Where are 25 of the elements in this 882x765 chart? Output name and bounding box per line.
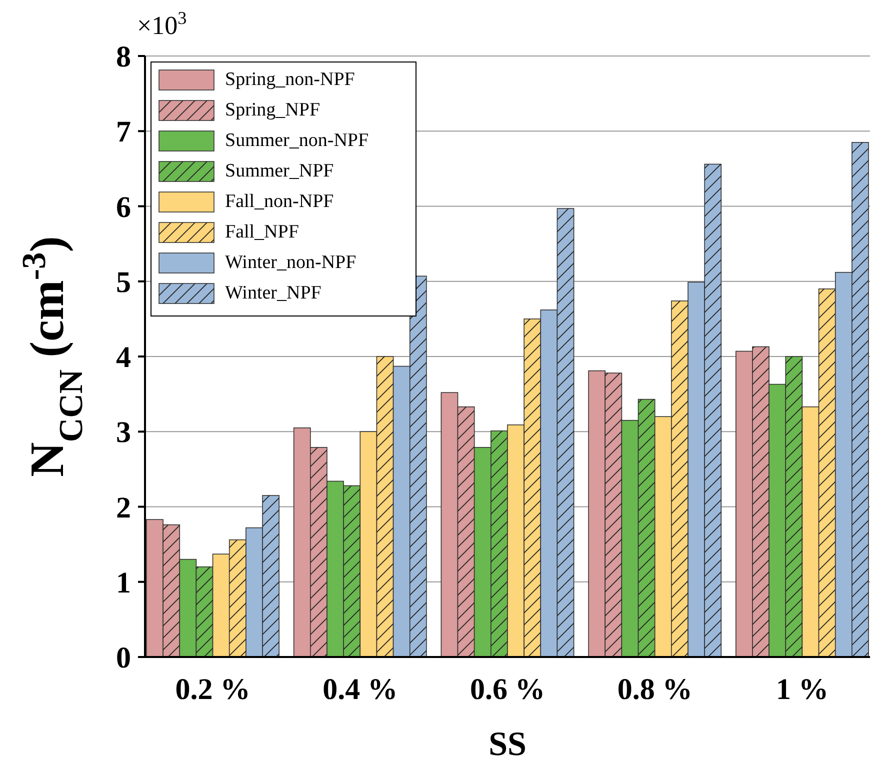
legend-label: Fall_non-NPF <box>225 191 334 212</box>
y-tick-label: 0 <box>116 642 131 674</box>
legend-label: Spring_non-NPF <box>225 69 355 90</box>
x-tick-label: 0.6 % <box>470 673 545 706</box>
y-tick-label: 3 <box>116 416 131 450</box>
y-tick-label: 6 <box>116 190 131 224</box>
legend-label: Fall_NPF <box>225 222 299 242</box>
y-tick-label: 2 <box>116 491 131 524</box>
y-tick-label: 7 <box>116 116 131 149</box>
x-tick-label: 1 % <box>776 673 828 706</box>
y-tick-label: 4 <box>116 341 131 374</box>
x-tick-label: 0.8 % <box>617 673 692 706</box>
legend-label: Winter_NPF <box>225 282 322 304</box>
y-tick-label: 5 <box>116 266 131 299</box>
x-tick-label: 0.2 % <box>175 673 250 706</box>
bar <box>360 431 378 658</box>
legend-label: Summer_NPF <box>225 160 334 182</box>
x-axis-title: SS <box>488 726 526 763</box>
text: ×10$^{3}$ <box>137 8 187 40</box>
legend-label: Winter_non-NPF <box>225 252 356 273</box>
y-tick-label: 1 <box>116 566 131 600</box>
x-tick-label: 0.4 % <box>322 673 398 706</box>
legend-label: Spring_NPF <box>225 100 320 120</box>
y-tick-label: 8 <box>116 40 131 74</box>
legend-label: Summer_non-NPF <box>225 130 369 151</box>
